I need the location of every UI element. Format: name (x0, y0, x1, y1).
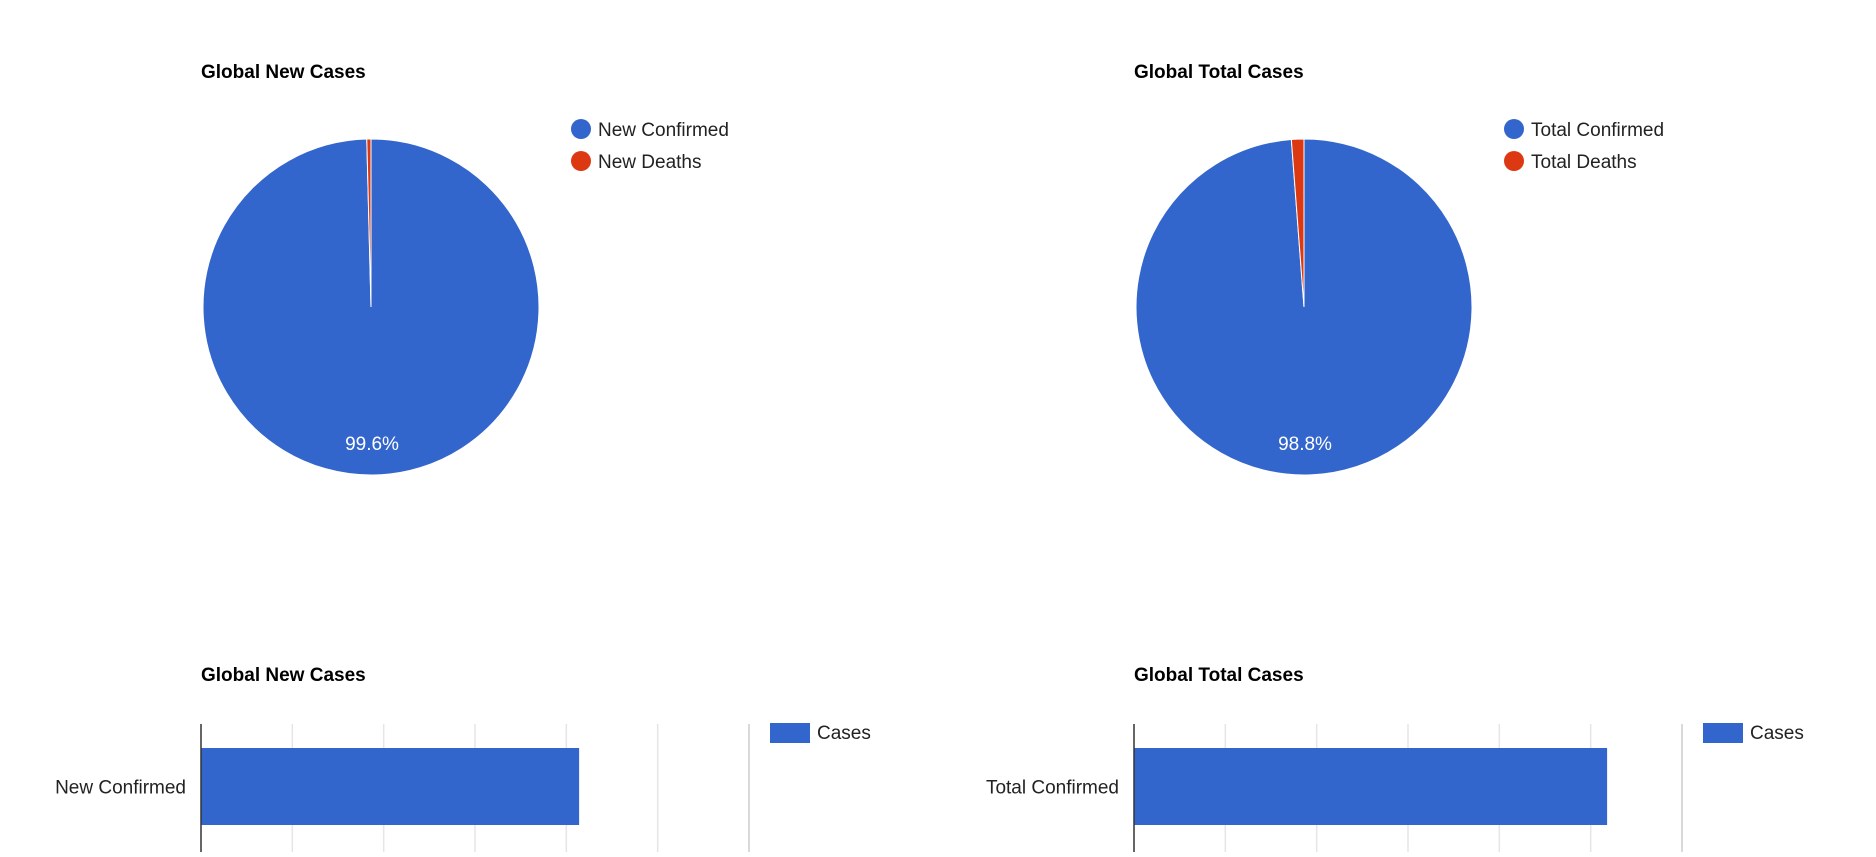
legend-item[interactable]: New Confirmed (571, 119, 729, 141)
bar-chart-1: Global New Cases New Confirmed Cases (55, 665, 871, 852)
chart-title: Global New Cases (201, 665, 366, 686)
pie-slice-new-deaths[interactable] (366, 138, 372, 308)
pie-slice-total-deaths[interactable] (1290, 138, 1305, 308)
legend-swatch (1703, 723, 1743, 743)
pie-chart-1: Global New Cases 99.6% New Confirmed New De… (201, 62, 729, 476)
slice-percent-label: 98.8% (1278, 434, 1332, 455)
legend-swatch (770, 723, 810, 743)
legend-label: Total Deaths (1531, 152, 1637, 173)
legend-swatch (1504, 151, 1524, 171)
legend-label: Cases (817, 723, 871, 744)
legend-item[interactable]: Cases (770, 723, 871, 744)
legend-item[interactable]: Total Deaths (1504, 151, 1637, 173)
bar-new-confirmed[interactable] (201, 748, 580, 825)
category-label: Total Confirmed (986, 778, 1119, 799)
legend-label: Total Confirmed (1531, 120, 1664, 141)
legend-swatch (1504, 119, 1524, 139)
chart-title: Global New Cases (201, 62, 366, 83)
chart-title: Global Total Cases (1134, 665, 1304, 686)
legend-swatch (571, 151, 591, 171)
chart-title: Global Total Cases (1134, 62, 1304, 83)
legend-label: New Deaths (598, 152, 702, 173)
legend-swatch (571, 119, 591, 139)
category-label: New Confirmed (55, 778, 186, 799)
pie-chart-2: Global Total Cases 98.8% Total Confirmed To… (1134, 62, 1664, 476)
bar-chart-2: Global Total Cases Total Confirmed Cases (986, 665, 1804, 852)
legend-item[interactable]: Cases (1703, 723, 1804, 744)
legend-item[interactable]: New Deaths (571, 151, 702, 173)
legend-label: Cases (1750, 723, 1804, 744)
bar-total-confirmed[interactable] (1134, 748, 1608, 825)
legend-label: New Confirmed (598, 120, 729, 141)
slice-percent-label: 99.6% (345, 434, 399, 455)
legend-item[interactable]: Total Confirmed (1504, 119, 1664, 141)
